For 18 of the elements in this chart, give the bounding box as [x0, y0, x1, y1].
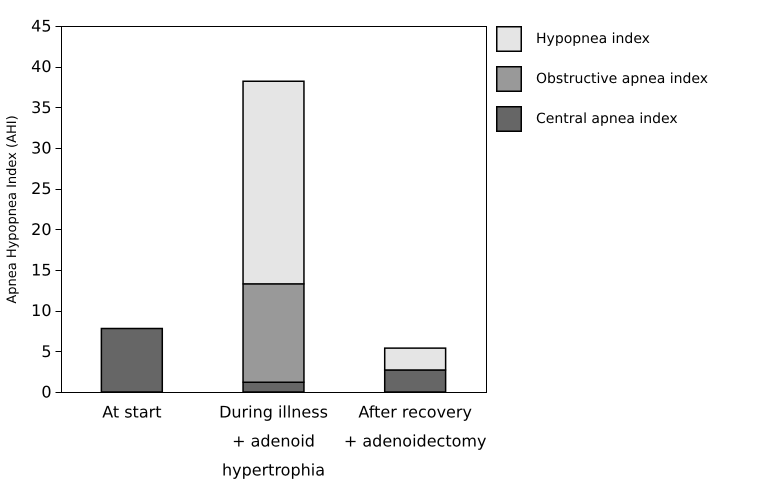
y-tick-label: 25: [31, 179, 52, 198]
y-tick-label: 35: [31, 98, 52, 117]
y-tick-label: 0: [41, 382, 52, 402]
y-tick-label: 10: [31, 301, 52, 320]
y-tick-label: 45: [31, 16, 52, 36]
y-tick-label: 20: [31, 220, 52, 239]
y-axis-title: Apnea Hypopnea Index (AHI): [5, 115, 20, 304]
legend-label: Central apnea index: [536, 111, 678, 127]
x-tick-label: During illness + adenoid hypertrophia: [219, 402, 328, 480]
y-tick-label: 15: [31, 260, 52, 280]
bar: [100, 328, 164, 393]
x-tick-label: After recovery + adenoidectomy: [344, 402, 486, 450]
legend-label: Hypopnea index: [536, 31, 650, 47]
y-tick-label: 5: [41, 342, 52, 361]
x-tick-label: At start: [102, 402, 162, 422]
y-tick-label: 30: [31, 138, 52, 158]
y-tick-label: 40: [31, 57, 52, 76]
legend-label: Obstructive apnea index: [536, 71, 708, 87]
